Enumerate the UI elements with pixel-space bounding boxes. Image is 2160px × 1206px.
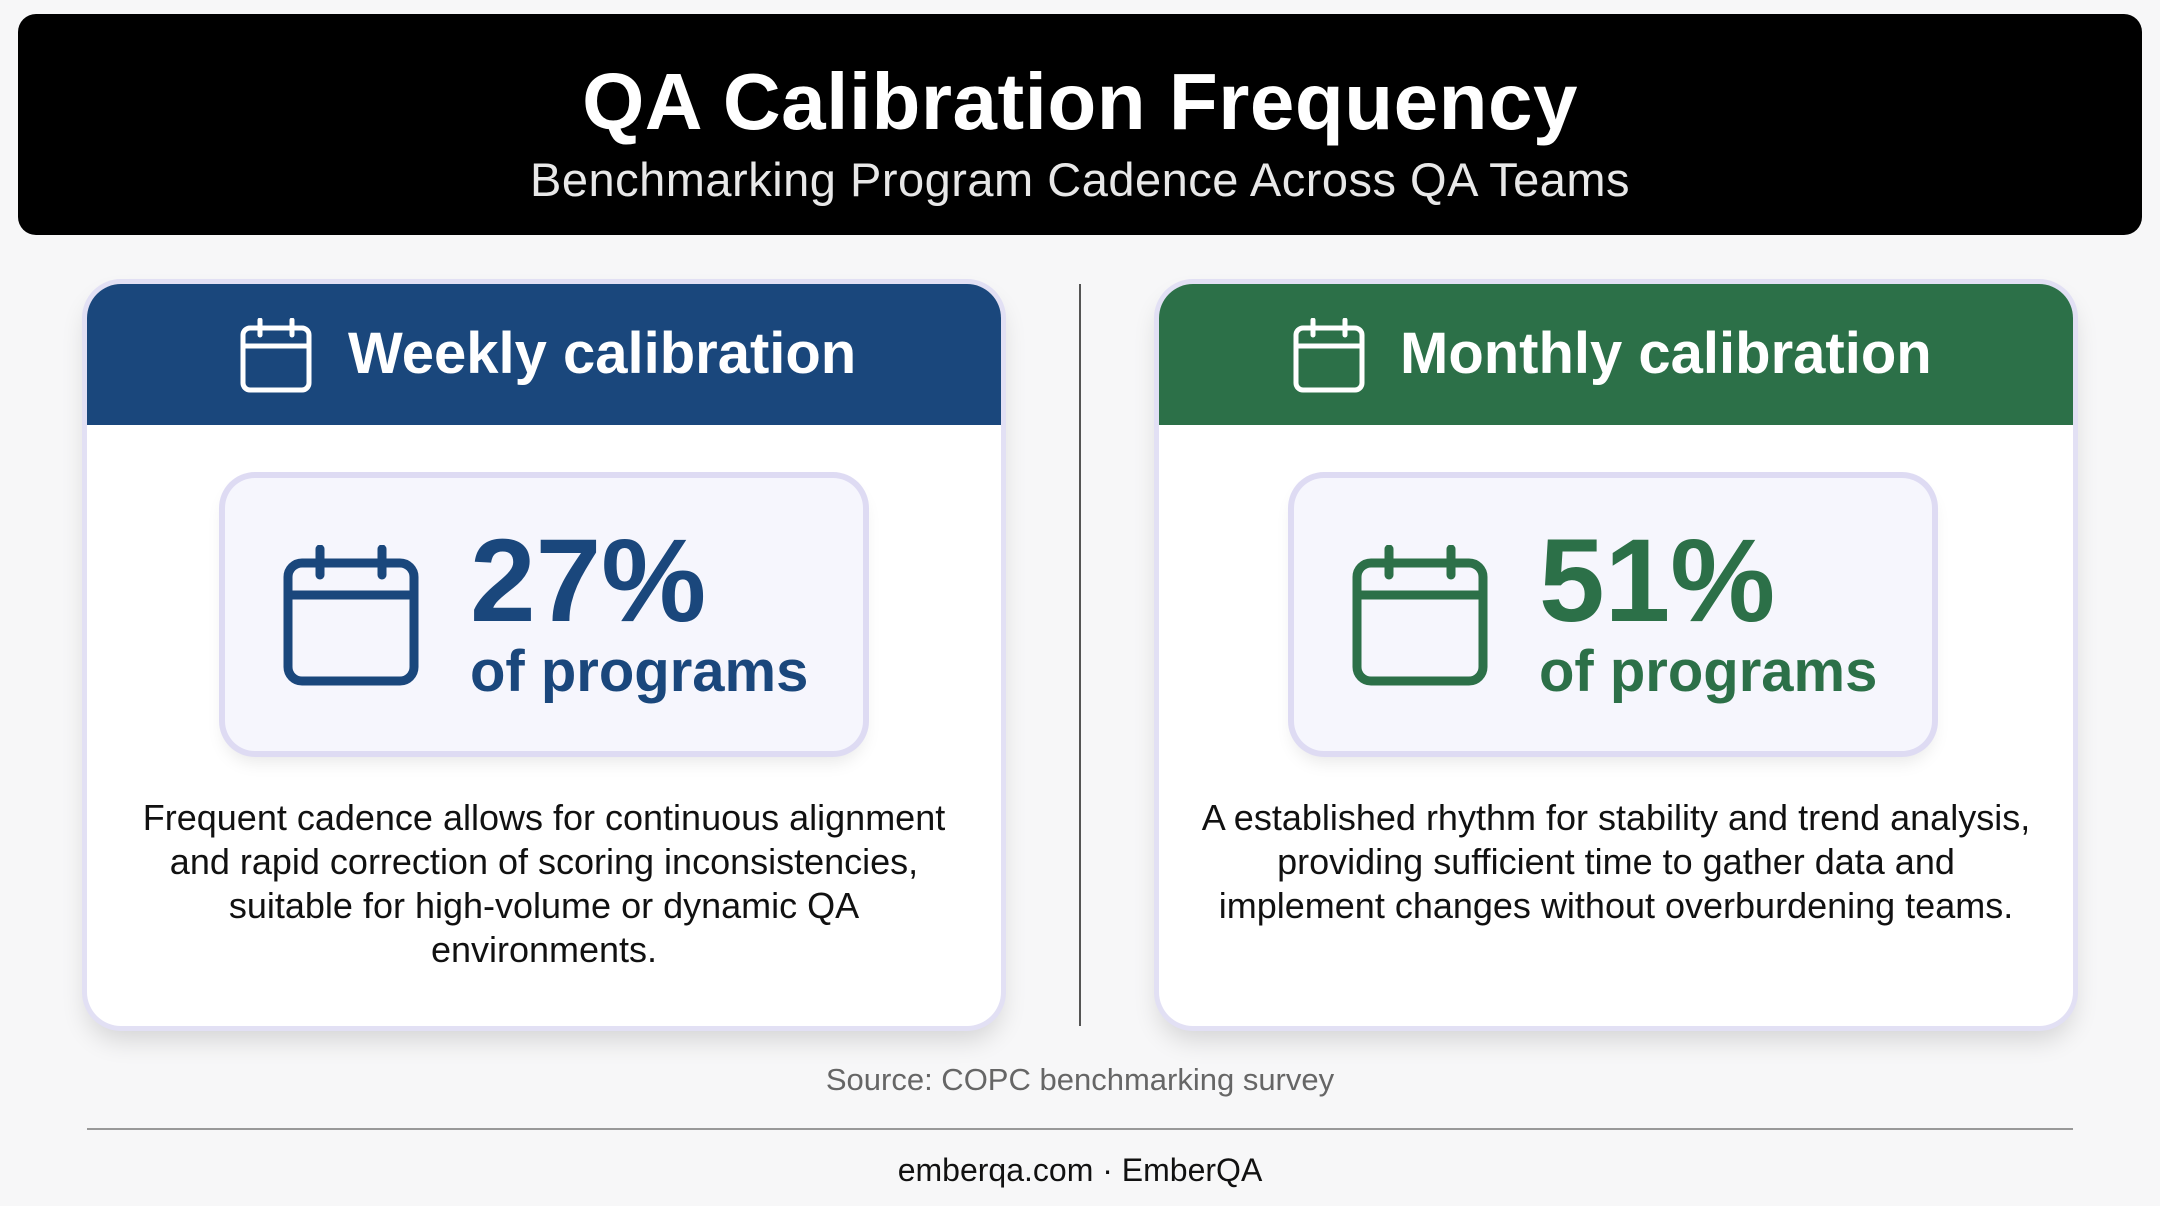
- calendar-icon: [283, 545, 419, 686]
- stat-value: 27%: [470, 515, 707, 647]
- card-description: A established rhythm for stability and t…: [1201, 797, 2031, 926]
- footer-credit: emberqa.com · EmberQA: [897, 1152, 1263, 1188]
- card-header: Monthly calibration: [1159, 284, 2073, 425]
- page-title: QA Calibration Frequency: [582, 57, 1578, 146]
- stat-label: of programs: [1539, 639, 1878, 704]
- page-subtitle: Benchmarking Program Cadence Across QA T…: [529, 153, 1631, 206]
- card-header: Weekly calibration: [87, 284, 1001, 425]
- weekly-calibration-card: Weekly calibration 27% of programs Frequ…: [87, 284, 1001, 1026]
- stat-box: 51% of programs: [1294, 478, 1932, 751]
- source-note: Source: COPC benchmarking survey: [825, 1062, 1335, 1097]
- horizontal-divider: [87, 1128, 2073, 1130]
- card-description: Frequent cadence allows for continuous a…: [142, 797, 946, 970]
- calendar-icon: [1293, 318, 1365, 393]
- vertical-divider: [1079, 284, 1081, 1026]
- calendar-icon: [1352, 545, 1488, 686]
- monthly-calibration-card: Monthly calibration 51% of programs A es…: [1159, 284, 2073, 1026]
- stat-label: of programs: [470, 639, 809, 704]
- stat-value: 51%: [1539, 515, 1776, 647]
- calendar-icon: [240, 318, 312, 393]
- card-title: Monthly calibration: [1400, 321, 1932, 386]
- header-banner: QA Calibration Frequency Benchmarking Pr…: [18, 14, 2142, 235]
- card-title: Weekly calibration: [348, 321, 857, 386]
- stat-box: 27% of programs: [225, 478, 863, 751]
